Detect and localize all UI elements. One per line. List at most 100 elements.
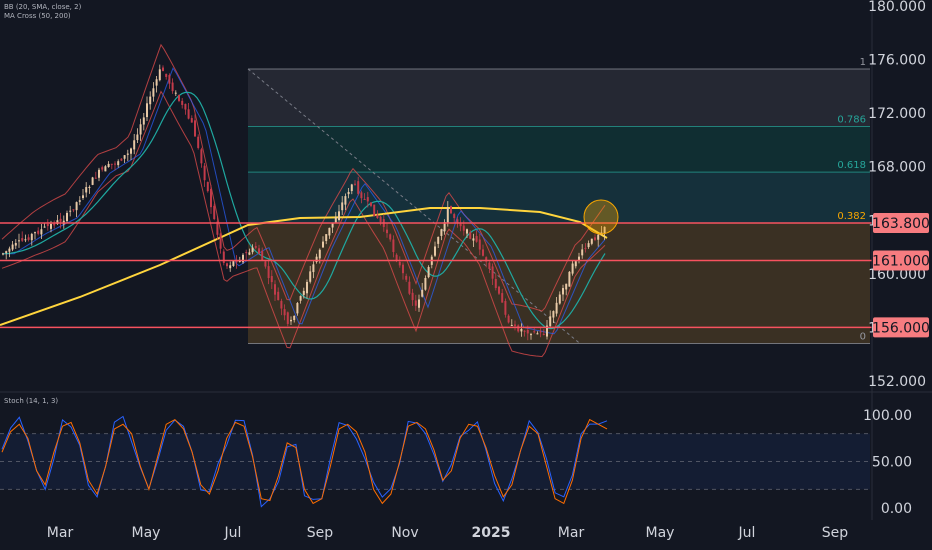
- candle-body: [347, 191, 350, 195]
- candle-body: [350, 184, 353, 192]
- candle-body: [581, 249, 584, 256]
- candle-body: [219, 233, 222, 249]
- x-tick-label: Jul: [224, 525, 242, 541]
- candle-body: [8, 248, 11, 252]
- candle-body: [562, 288, 564, 295]
- candle-body: [437, 236, 440, 244]
- candle-body: [98, 169, 100, 178]
- x-tick-label: Sep: [822, 525, 849, 541]
- candle-body: [293, 315, 296, 321]
- candle-body: [283, 309, 286, 316]
- candle-body: [466, 229, 468, 234]
- horizontal-levels: [0, 222, 872, 329]
- candle-body: [354, 183, 356, 185]
- candles: [2, 64, 606, 341]
- candle-body: [501, 293, 504, 303]
- candle-body: [302, 290, 305, 295]
- candle-body: [427, 266, 430, 278]
- candle-body: [178, 95, 180, 101]
- stoch-y-tick-label: 0.00: [881, 501, 912, 517]
- candle-body: [341, 202, 344, 211]
- candle-body: [142, 117, 145, 125]
- x-tick-label: Mar: [558, 525, 585, 541]
- candle-body: [526, 329, 529, 334]
- candle-body: [136, 134, 139, 141]
- candle-body: [485, 257, 488, 262]
- candle-body: [482, 249, 484, 256]
- candle-body: [338, 211, 340, 221]
- bb-lower: [1, 90, 606, 358]
- candle-body: [357, 181, 360, 194]
- candle-body: [194, 120, 196, 137]
- y-tick-label: 152.000: [868, 374, 926, 390]
- candle-body: [418, 299, 420, 308]
- candle-body: [53, 223, 56, 226]
- indicator-legend-main: BB (20, SMA, close, 2) MA Cross (50, 200…: [4, 3, 81, 21]
- candle-body: [405, 275, 408, 280]
- fib-zone-3: [248, 222, 870, 344]
- candle-body: [395, 254, 398, 261]
- candle-body: [158, 69, 161, 81]
- candle-body: [245, 252, 248, 254]
- candle-body: [539, 331, 542, 333]
- candle-body: [533, 331, 536, 333]
- candle-body: [488, 262, 491, 269]
- candle-body: [542, 333, 545, 335]
- candle-body: [43, 226, 46, 228]
- candle-body: [270, 276, 273, 283]
- y-tick-label: 176.000: [868, 53, 926, 69]
- candle-body: [578, 256, 580, 260]
- candle-body: [171, 82, 174, 92]
- candle-body: [184, 103, 187, 110]
- price-tag-2: [873, 317, 929, 338]
- highlight-circle-mark: [583, 199, 619, 235]
- candle-body: [309, 271, 312, 282]
- x-tick-label: 2025: [472, 525, 511, 541]
- highlight-circle: [583, 199, 619, 235]
- candle-body: [78, 200, 81, 202]
- candle-body: [507, 315, 510, 323]
- candle-body: [94, 177, 97, 179]
- candle-body: [210, 188, 212, 208]
- candle-body: [443, 222, 446, 232]
- candle-body: [360, 192, 363, 199]
- y-tick-label: 160.000: [868, 267, 926, 283]
- candle-body: [110, 163, 113, 165]
- candle-body: [88, 186, 91, 189]
- candle-body: [242, 254, 244, 263]
- x-tick-label: May: [132, 525, 161, 541]
- candle-body: [571, 263, 574, 274]
- candle-body: [114, 163, 116, 165]
- candle-body: [91, 177, 94, 185]
- candle-body: [149, 96, 152, 105]
- price-tag-0: [873, 212, 929, 233]
- candle-body: [494, 278, 497, 288]
- candle-body: [552, 311, 555, 318]
- price-tag-label-1: 161.000: [872, 253, 930, 269]
- price-tag-label-2: 156.000: [872, 320, 930, 336]
- fib-label-4: 0: [860, 332, 866, 343]
- candle-body: [130, 148, 132, 154]
- candle-body: [312, 264, 315, 273]
- candle-body: [66, 212, 68, 222]
- candle-body: [216, 221, 219, 235]
- candle-body: [5, 251, 8, 254]
- y-tick-label: 180.000: [868, 0, 926, 15]
- candle-body: [434, 246, 436, 256]
- bb-basis: [2, 67, 606, 335]
- candle-body: [491, 266, 494, 279]
- candle-body: [558, 294, 561, 304]
- candle-body: [277, 291, 280, 301]
- candle-body: [504, 301, 507, 315]
- candle-body: [11, 244, 14, 250]
- fib-zone-1: [248, 126, 870, 173]
- candle-body: [366, 197, 369, 202]
- candle-body: [197, 136, 200, 148]
- y-tick-label: 172.000: [868, 106, 926, 122]
- candle-body: [126, 153, 129, 155]
- candle-body: [603, 226, 606, 234]
- candle-body: [517, 325, 520, 332]
- x-tick-label: May: [646, 525, 675, 541]
- candle-body: [328, 227, 331, 236]
